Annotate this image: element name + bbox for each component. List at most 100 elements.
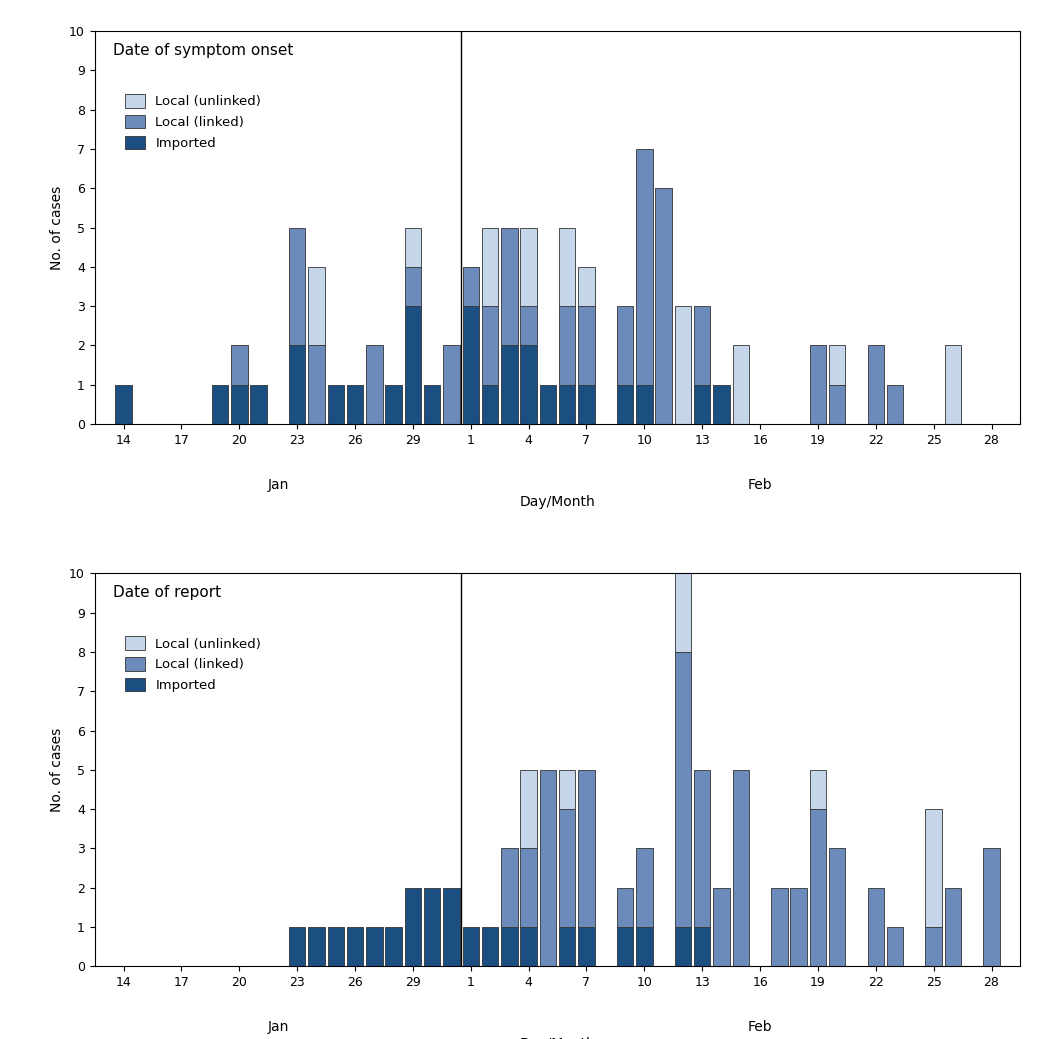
Bar (945, 346, 962, 424)
Bar (636, 849, 652, 927)
Text: Feb: Feb (748, 478, 772, 491)
Bar (289, 927, 305, 966)
Bar (694, 927, 710, 966)
Bar (501, 927, 518, 966)
Bar (829, 346, 846, 384)
Bar (463, 307, 479, 424)
Bar (616, 927, 633, 966)
Bar (405, 228, 421, 267)
Bar (501, 228, 518, 346)
Bar (868, 887, 884, 966)
Bar (559, 770, 575, 809)
Bar (559, 228, 575, 307)
Bar (482, 228, 499, 307)
Bar (463, 927, 479, 966)
Text: Jan: Jan (267, 1020, 288, 1034)
Bar (674, 927, 691, 966)
Bar (616, 887, 633, 927)
Text: Date of symptom onset: Date of symptom onset (114, 43, 294, 58)
Bar (636, 384, 652, 424)
Bar (116, 384, 132, 424)
Bar (424, 384, 441, 424)
Bar (810, 770, 826, 809)
Text: Feb: Feb (748, 1020, 772, 1034)
Bar (327, 927, 344, 966)
Bar (559, 809, 575, 927)
Bar (732, 346, 749, 424)
Bar (347, 384, 363, 424)
Y-axis label: No. of cases: No. of cases (49, 186, 63, 270)
Bar (385, 384, 402, 424)
Text: Day/Month: Day/Month (520, 1037, 595, 1039)
Bar (868, 346, 884, 424)
Bar (694, 307, 710, 384)
Bar (308, 267, 325, 346)
Bar (579, 384, 594, 424)
Bar (385, 927, 402, 966)
Bar (308, 346, 325, 424)
Bar (366, 346, 383, 424)
Y-axis label: No. of cases: No. of cases (49, 727, 63, 811)
Bar (482, 307, 499, 384)
Bar (674, 651, 691, 927)
Bar (501, 849, 518, 927)
Bar (579, 770, 594, 927)
Text: Jan: Jan (267, 478, 288, 491)
Bar (655, 188, 672, 424)
Bar (250, 384, 267, 424)
Bar (559, 307, 575, 384)
Bar (443, 887, 460, 966)
Bar (694, 384, 710, 424)
Text: Date of report: Date of report (114, 585, 221, 601)
Bar (289, 228, 305, 346)
Bar (540, 384, 557, 424)
Bar (810, 809, 826, 966)
Bar (579, 927, 594, 966)
Bar (211, 384, 228, 424)
Legend: Local (unlinked), Local (linked), Imported: Local (unlinked), Local (linked), Import… (120, 631, 266, 697)
Bar (289, 346, 305, 424)
Bar (540, 770, 557, 966)
Bar (810, 346, 826, 424)
Bar (347, 927, 363, 966)
Bar (771, 887, 788, 966)
Bar (463, 267, 479, 307)
Bar (443, 346, 460, 424)
Bar (231, 346, 247, 384)
Bar (366, 927, 383, 966)
Bar (559, 384, 575, 424)
Bar (616, 384, 633, 424)
Bar (405, 307, 421, 424)
Bar (521, 307, 537, 346)
Bar (887, 384, 904, 424)
Bar (521, 346, 537, 424)
Bar (674, 307, 691, 424)
Bar (674, 574, 691, 651)
Bar (579, 267, 594, 307)
Bar (984, 849, 999, 966)
Bar (829, 384, 846, 424)
Bar (926, 809, 942, 927)
Bar (790, 887, 807, 966)
Bar (636, 927, 652, 966)
Bar (521, 927, 537, 966)
Bar (327, 384, 344, 424)
Bar (559, 927, 575, 966)
Bar (579, 307, 594, 384)
Bar (405, 267, 421, 307)
Bar (521, 228, 537, 307)
Bar (713, 887, 730, 966)
Bar (694, 770, 710, 927)
Legend: Local (unlinked), Local (linked), Imported: Local (unlinked), Local (linked), Import… (120, 89, 266, 155)
Bar (482, 927, 499, 966)
Bar (521, 849, 537, 927)
Bar (405, 887, 421, 966)
Bar (501, 346, 518, 424)
Bar (732, 770, 749, 966)
Bar (424, 887, 441, 966)
Bar (308, 927, 325, 966)
Bar (231, 384, 247, 424)
Bar (636, 149, 652, 384)
Bar (521, 770, 537, 849)
Bar (829, 849, 846, 966)
